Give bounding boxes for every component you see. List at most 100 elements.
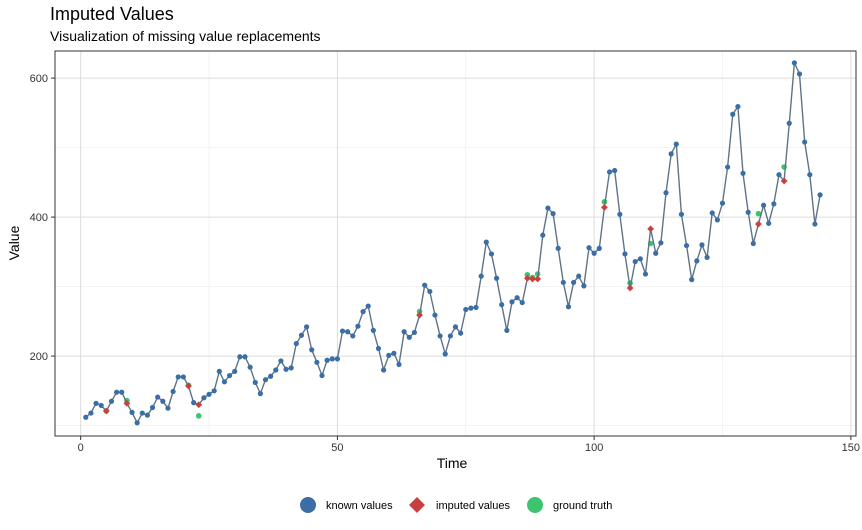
known-value-point — [483, 239, 489, 245]
imputed-value-point — [534, 275, 542, 283]
imputed-value-point — [755, 220, 762, 228]
known-value-point — [237, 354, 243, 360]
known-value-point — [606, 169, 613, 175]
known-value-point — [252, 379, 258, 386]
known-value-point — [586, 245, 592, 251]
y-axis-title: Value — [6, 225, 22, 260]
grid-minor — [55, 51, 856, 436]
imputed-value-point — [601, 203, 608, 211]
panel-border — [54, 50, 857, 437]
known-value-point — [509, 299, 515, 305]
known-value-point — [668, 151, 674, 157]
known-value-point — [98, 402, 104, 409]
known-value-point — [488, 251, 495, 257]
known-value-point — [689, 277, 695, 283]
known-value-point — [211, 388, 217, 394]
known-value-point — [596, 245, 602, 251]
imputed-value-point — [123, 399, 131, 407]
known-value-point — [678, 211, 685, 217]
known-value-point — [83, 414, 89, 420]
known-value-point — [622, 251, 628, 257]
known-value-point — [581, 283, 587, 289]
legend-item-truth: ground truth — [527, 497, 612, 513]
known-value-point — [134, 420, 140, 426]
known-value-point — [807, 172, 813, 178]
known-value-point — [427, 288, 433, 295]
ground-truth-point — [195, 413, 202, 419]
grid-major — [55, 51, 856, 436]
known-value-point — [329, 356, 335, 362]
known-value-point — [766, 220, 772, 226]
known-value-point — [591, 250, 597, 256]
legend-label-truth: ground truth — [553, 500, 612, 512]
known-value-point — [262, 377, 269, 383]
known-value-point — [570, 279, 577, 286]
known-value-point — [796, 71, 803, 77]
imputed-value-point — [523, 274, 531, 282]
y-tick-label: 200 — [30, 351, 48, 363]
known-value-point — [683, 242, 690, 249]
x-tick-label: 150 — [842, 442, 860, 454]
known-value-point — [298, 332, 305, 338]
known-value-point — [221, 379, 228, 385]
legend-item-known: known values — [300, 497, 393, 513]
known-value-point — [170, 388, 176, 395]
known-value-point — [663, 190, 669, 196]
known-value-point — [283, 366, 289, 372]
known-value-point — [699, 242, 705, 248]
known-value-point — [802, 139, 808, 145]
known-value-point — [129, 409, 135, 415]
known-value-point — [370, 327, 376, 333]
known-value-point — [617, 211, 623, 217]
known-value-point — [422, 282, 428, 288]
known-value-point — [191, 400, 197, 406]
known-value-point — [442, 351, 448, 357]
known-value-point — [288, 365, 294, 371]
known-value-point — [473, 304, 479, 311]
known-value-point — [180, 374, 186, 380]
known-value-point — [381, 367, 387, 373]
known-value-point — [555, 245, 561, 251]
known-value-point — [93, 400, 99, 406]
chart-title: Imputed Values — [50, 4, 174, 24]
known-value-point — [411, 329, 418, 336]
known-value-point — [540, 232, 546, 238]
known-values-series — [83, 60, 823, 426]
known-value-point — [550, 211, 556, 217]
y-tick-label: 400 — [30, 212, 48, 224]
known-value-point — [88, 410, 94, 416]
known-value-point — [155, 394, 161, 400]
known-value-point — [560, 279, 566, 286]
known-value-point — [504, 327, 510, 333]
known-value-point — [745, 209, 751, 215]
known-value-point — [324, 357, 330, 363]
legend-item-imputed: imputed values — [409, 497, 510, 513]
known-value-point — [499, 302, 505, 308]
known-value-point — [355, 323, 361, 329]
known-value-point — [319, 372, 325, 379]
y-tick-label: 600 — [30, 73, 48, 85]
known-value-point — [519, 299, 525, 306]
known-value-point — [386, 352, 392, 358]
known-value-point — [760, 202, 767, 208]
legend-key-known — [300, 497, 316, 513]
known-value-point — [493, 275, 500, 281]
imputed-value-point — [102, 407, 110, 415]
known-value-point — [268, 373, 274, 379]
imputed-value-point — [647, 225, 655, 233]
known-value-point — [391, 350, 397, 356]
known-value-point — [247, 364, 253, 370]
ground-truth-point — [755, 210, 762, 217]
known-value-point — [642, 271, 649, 277]
known-value-point — [149, 404, 156, 411]
imputed-value-point — [529, 275, 536, 283]
known-value-point — [175, 374, 181, 380]
known-value-point — [406, 334, 412, 340]
known-value-point — [119, 389, 125, 395]
known-value-point — [786, 120, 792, 126]
known-value-point — [365, 303, 371, 309]
known-value-point — [396, 361, 402, 368]
known-value-point — [750, 240, 756, 247]
known-value-point — [206, 391, 212, 397]
